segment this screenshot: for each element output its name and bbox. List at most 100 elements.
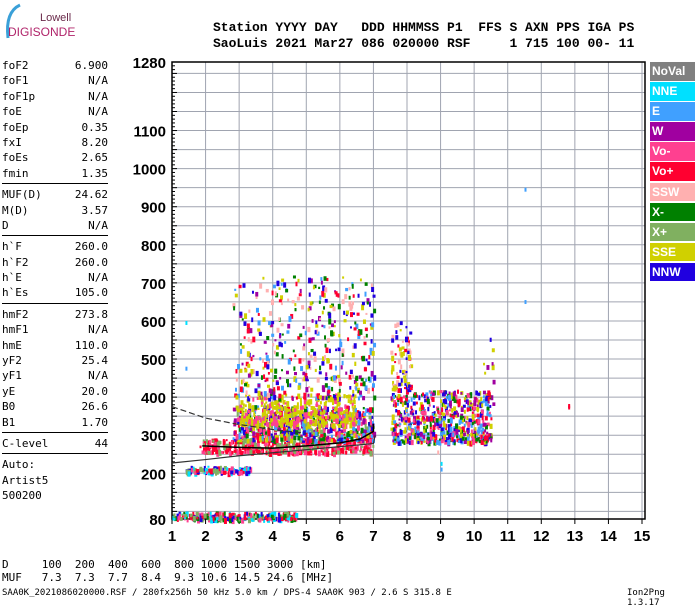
echo-point [264, 419, 267, 424]
param-row: foF1 N/A [2, 73, 108, 88]
echo-point [252, 397, 255, 402]
legend-item: NNE [650, 82, 695, 101]
echo-point [231, 440, 234, 445]
echo-point [255, 296, 258, 299]
echo-point [363, 367, 367, 372]
echo-point [239, 516, 242, 520]
echo-point [278, 515, 281, 520]
echo-point [303, 412, 307, 418]
echo-point [391, 355, 395, 362]
echo-point [261, 428, 265, 433]
echo-point [401, 402, 404, 407]
echo-point [308, 411, 312, 416]
echo-point [391, 334, 395, 339]
echo-point [235, 441, 238, 444]
param-name: hmF1 [2, 323, 29, 337]
echo-point [273, 438, 277, 444]
echo-point [242, 378, 245, 384]
separator [2, 235, 108, 237]
echo-point [467, 405, 470, 409]
echo-point [238, 284, 242, 289]
echo-point [263, 374, 266, 380]
echo-point [451, 415, 455, 420]
echo-point [403, 378, 407, 383]
echo-point [313, 411, 316, 416]
echo-point [241, 436, 245, 440]
echo-point [286, 330, 290, 334]
echo-point [444, 436, 448, 443]
echo-point [291, 429, 294, 435]
echo-point [322, 428, 326, 433]
echo-point [252, 450, 256, 454]
echo-point [392, 435, 396, 441]
echo-point [286, 401, 290, 406]
echo-point [299, 288, 302, 293]
echo-point [337, 392, 341, 397]
echo-point [485, 395, 489, 400]
echo-point [468, 395, 471, 398]
echo-point [309, 432, 312, 438]
echo-point [326, 277, 329, 282]
echo-point [399, 321, 403, 326]
echo-point [192, 515, 196, 522]
echo-point [275, 417, 278, 421]
echo-point [280, 416, 284, 423]
echo-point [405, 420, 408, 423]
echo-point [265, 355, 269, 361]
echo-point [296, 406, 299, 410]
echo-point [318, 300, 321, 304]
echo-point [373, 342, 377, 348]
echo-point [329, 427, 333, 434]
echo-point [351, 426, 355, 431]
echo-point [323, 416, 327, 423]
echo-point [324, 450, 328, 457]
param-value: 3.57 [81, 203, 109, 217]
echo-point [405, 385, 408, 390]
echo-point [363, 429, 367, 434]
echo-point [187, 471, 191, 477]
echo-point [359, 329, 363, 335]
echo-point [352, 312, 355, 315]
echo-point [242, 283, 246, 288]
echo-point [280, 433, 284, 438]
echo-point [307, 401, 311, 406]
echo-point [244, 404, 247, 408]
echo-point [234, 288, 237, 291]
param-value: N/A [88, 369, 108, 383]
echo-point [397, 344, 400, 348]
echo-point [349, 429, 352, 434]
param-row: h`Es 105.0 [2, 285, 108, 300]
echo-point [333, 378, 337, 383]
echo-point [318, 371, 322, 375]
echo-point [277, 427, 281, 432]
echo-point [242, 403, 245, 407]
echo-point [276, 400, 279, 405]
echo-point [345, 405, 349, 412]
echo-point [449, 413, 452, 418]
echo-point [323, 408, 327, 412]
echo-point [361, 304, 365, 311]
echo-point [288, 408, 291, 411]
echo-point [283, 390, 287, 395]
echo-point [333, 320, 336, 324]
echo-point [257, 390, 261, 397]
echo-point [306, 439, 309, 444]
echo-point [263, 408, 267, 414]
echo-point [207, 465, 210, 468]
echo-point [199, 518, 203, 522]
echo-point [403, 416, 407, 423]
echo-point [366, 438, 369, 443]
echo-point [270, 410, 274, 416]
echo-point [409, 386, 413, 391]
y-tick-label: 80 [149, 512, 166, 529]
echo-point [423, 434, 426, 440]
echo-point [483, 398, 486, 403]
echo-point [275, 451, 279, 455]
echo-point [265, 401, 268, 404]
param-value: 0.35 [81, 120, 109, 134]
echo-point [351, 421, 355, 426]
echo-point [308, 292, 311, 297]
echo-point [350, 417, 354, 423]
echo-point [244, 437, 247, 442]
echo-point [299, 333, 303, 338]
